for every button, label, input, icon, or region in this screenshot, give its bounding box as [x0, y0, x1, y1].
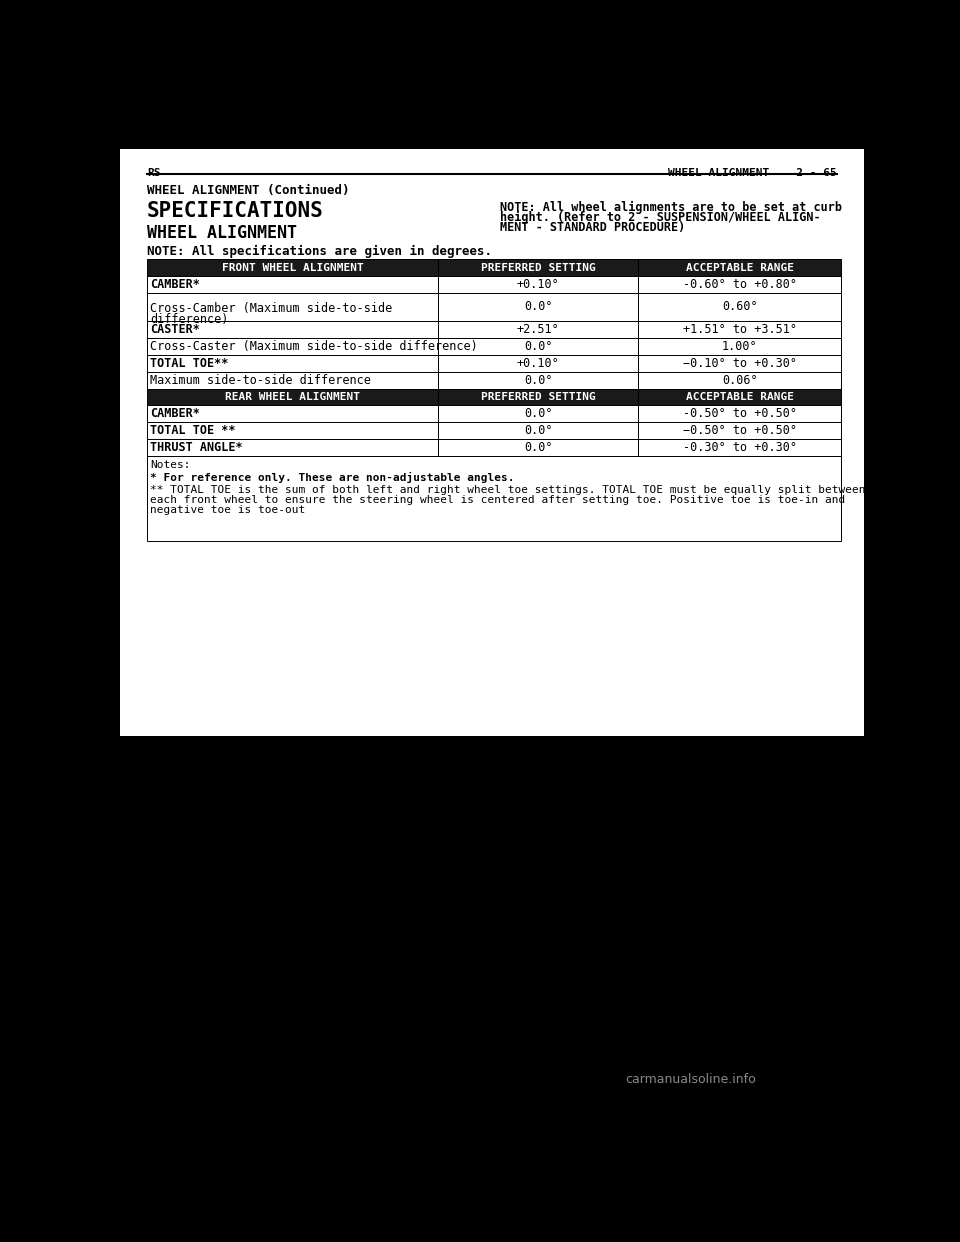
- Text: WHEEL ALIGNMENT: WHEEL ALIGNMENT: [147, 224, 298, 242]
- Bar: [438, 260, 638, 276]
- Text: negative toe is toe-out: negative toe is toe-out: [150, 504, 305, 514]
- Text: 0.0°: 0.0°: [524, 407, 552, 421]
- Text: height. (Refer to 2 - SUSPENSION/WHEEL ALIGN-: height. (Refer to 2 - SUSPENSION/WHEEL A…: [500, 211, 821, 224]
- Text: +0.10°: +0.10°: [516, 356, 560, 370]
- Text: * For reference only. These are non-adjustable angles.: * For reference only. These are non-adju…: [150, 472, 515, 483]
- Text: 0.0°: 0.0°: [524, 301, 552, 313]
- Bar: [438, 320, 638, 338]
- Bar: [438, 371, 638, 389]
- Text: NOTE: All specifications are given in degrees.: NOTE: All specifications are given in de…: [147, 245, 492, 258]
- Text: +0.10°: +0.10°: [516, 278, 560, 291]
- Text: Cross-Caster (Maximum side-to-side difference): Cross-Caster (Maximum side-to-side diffe…: [150, 339, 478, 353]
- Text: ACCEPTABLE RANGE: ACCEPTABLE RANGE: [685, 392, 794, 402]
- Bar: [438, 440, 638, 456]
- Bar: [638, 355, 841, 371]
- Bar: [120, 149, 864, 735]
- Bar: [638, 389, 841, 405]
- Text: REAR WHEEL ALIGNMENT: REAR WHEEL ALIGNMENT: [225, 392, 360, 402]
- Text: 0.0°: 0.0°: [524, 441, 552, 455]
- Text: TOTAL TOE **: TOTAL TOE **: [150, 425, 236, 437]
- Text: RS: RS: [147, 168, 160, 179]
- Bar: [147, 260, 438, 276]
- Bar: [147, 371, 438, 389]
- Bar: [438, 389, 638, 405]
- Text: 0.06°: 0.06°: [722, 374, 757, 386]
- Bar: [638, 422, 841, 440]
- Bar: [438, 293, 638, 320]
- Bar: [147, 405, 438, 422]
- Text: Maximum side-to-side difference: Maximum side-to-side difference: [150, 374, 372, 386]
- Bar: [438, 276, 638, 293]
- Text: FRONT WHEEL ALIGNMENT: FRONT WHEEL ALIGNMENT: [222, 262, 363, 273]
- Text: 0.0°: 0.0°: [524, 339, 552, 353]
- Bar: [438, 405, 638, 422]
- Bar: [147, 320, 438, 338]
- Text: -0.60° to +0.80°: -0.60° to +0.80°: [683, 278, 797, 291]
- Text: −0.50° to +0.50°: −0.50° to +0.50°: [683, 425, 797, 437]
- Text: SPECIFICATIONS: SPECIFICATIONS: [147, 201, 324, 221]
- Bar: [638, 338, 841, 355]
- Text: TOTAL TOE**: TOTAL TOE**: [150, 356, 228, 370]
- Bar: [438, 355, 638, 371]
- Text: -0.50° to +0.50°: -0.50° to +0.50°: [683, 407, 797, 421]
- Text: PREFERRED SETTING: PREFERRED SETTING: [481, 262, 595, 273]
- Bar: [147, 422, 438, 440]
- Bar: [638, 440, 841, 456]
- Bar: [438, 422, 638, 440]
- Text: Cross-Camber (Maximum side-to-side: Cross-Camber (Maximum side-to-side: [150, 302, 393, 315]
- Text: PREFERRED SETTING: PREFERRED SETTING: [481, 392, 595, 402]
- Text: -0.30° to +0.30°: -0.30° to +0.30°: [683, 441, 797, 455]
- Text: 0.0°: 0.0°: [524, 425, 552, 437]
- Bar: [147, 389, 438, 405]
- Text: MENT - STANDARD PROCEDURE): MENT - STANDARD PROCEDURE): [500, 221, 685, 233]
- Text: ACCEPTABLE RANGE: ACCEPTABLE RANGE: [685, 262, 794, 273]
- Text: 0.0°: 0.0°: [524, 374, 552, 386]
- Text: NOTE: All wheel alignments are to be set at curb: NOTE: All wheel alignments are to be set…: [500, 201, 842, 214]
- Text: −0.10° to +0.30°: −0.10° to +0.30°: [683, 356, 797, 370]
- Text: CAMBER*: CAMBER*: [150, 407, 200, 421]
- Text: 1.00°: 1.00°: [722, 339, 757, 353]
- Bar: [638, 260, 841, 276]
- Text: CASTER*: CASTER*: [150, 323, 200, 335]
- Text: WHEEL ALIGNMENT (Continued): WHEEL ALIGNMENT (Continued): [147, 184, 349, 196]
- Bar: [638, 293, 841, 320]
- Bar: [638, 276, 841, 293]
- Text: 0.60°: 0.60°: [722, 301, 757, 313]
- Bar: [147, 293, 438, 320]
- Text: each front wheel to ensure the steering wheel is centered after setting toe. Pos: each front wheel to ensure the steering …: [150, 494, 846, 504]
- Text: CAMBER*: CAMBER*: [150, 278, 200, 291]
- Bar: [638, 371, 841, 389]
- Text: ** TOTAL TOE is the sum of both left and right wheel toe settings. TOTAL TOE mus: ** TOTAL TOE is the sum of both left and…: [150, 484, 866, 494]
- Text: carmanualsoline.info: carmanualsoline.info: [625, 1073, 756, 1087]
- Text: difference): difference): [150, 313, 228, 325]
- Text: +2.51°: +2.51°: [516, 323, 560, 335]
- Text: Notes:: Notes:: [150, 460, 191, 471]
- Bar: [147, 355, 438, 371]
- Bar: [147, 456, 841, 542]
- Bar: [638, 320, 841, 338]
- Bar: [438, 338, 638, 355]
- Text: +1.51° to +3.51°: +1.51° to +3.51°: [683, 323, 797, 335]
- Text: THRUST ANGLE*: THRUST ANGLE*: [150, 441, 243, 455]
- Bar: [147, 276, 438, 293]
- Bar: [638, 405, 841, 422]
- Text: WHEEL ALIGNMENT    2 - 65: WHEEL ALIGNMENT 2 - 65: [668, 168, 837, 179]
- Bar: [147, 338, 438, 355]
- Bar: [147, 440, 438, 456]
